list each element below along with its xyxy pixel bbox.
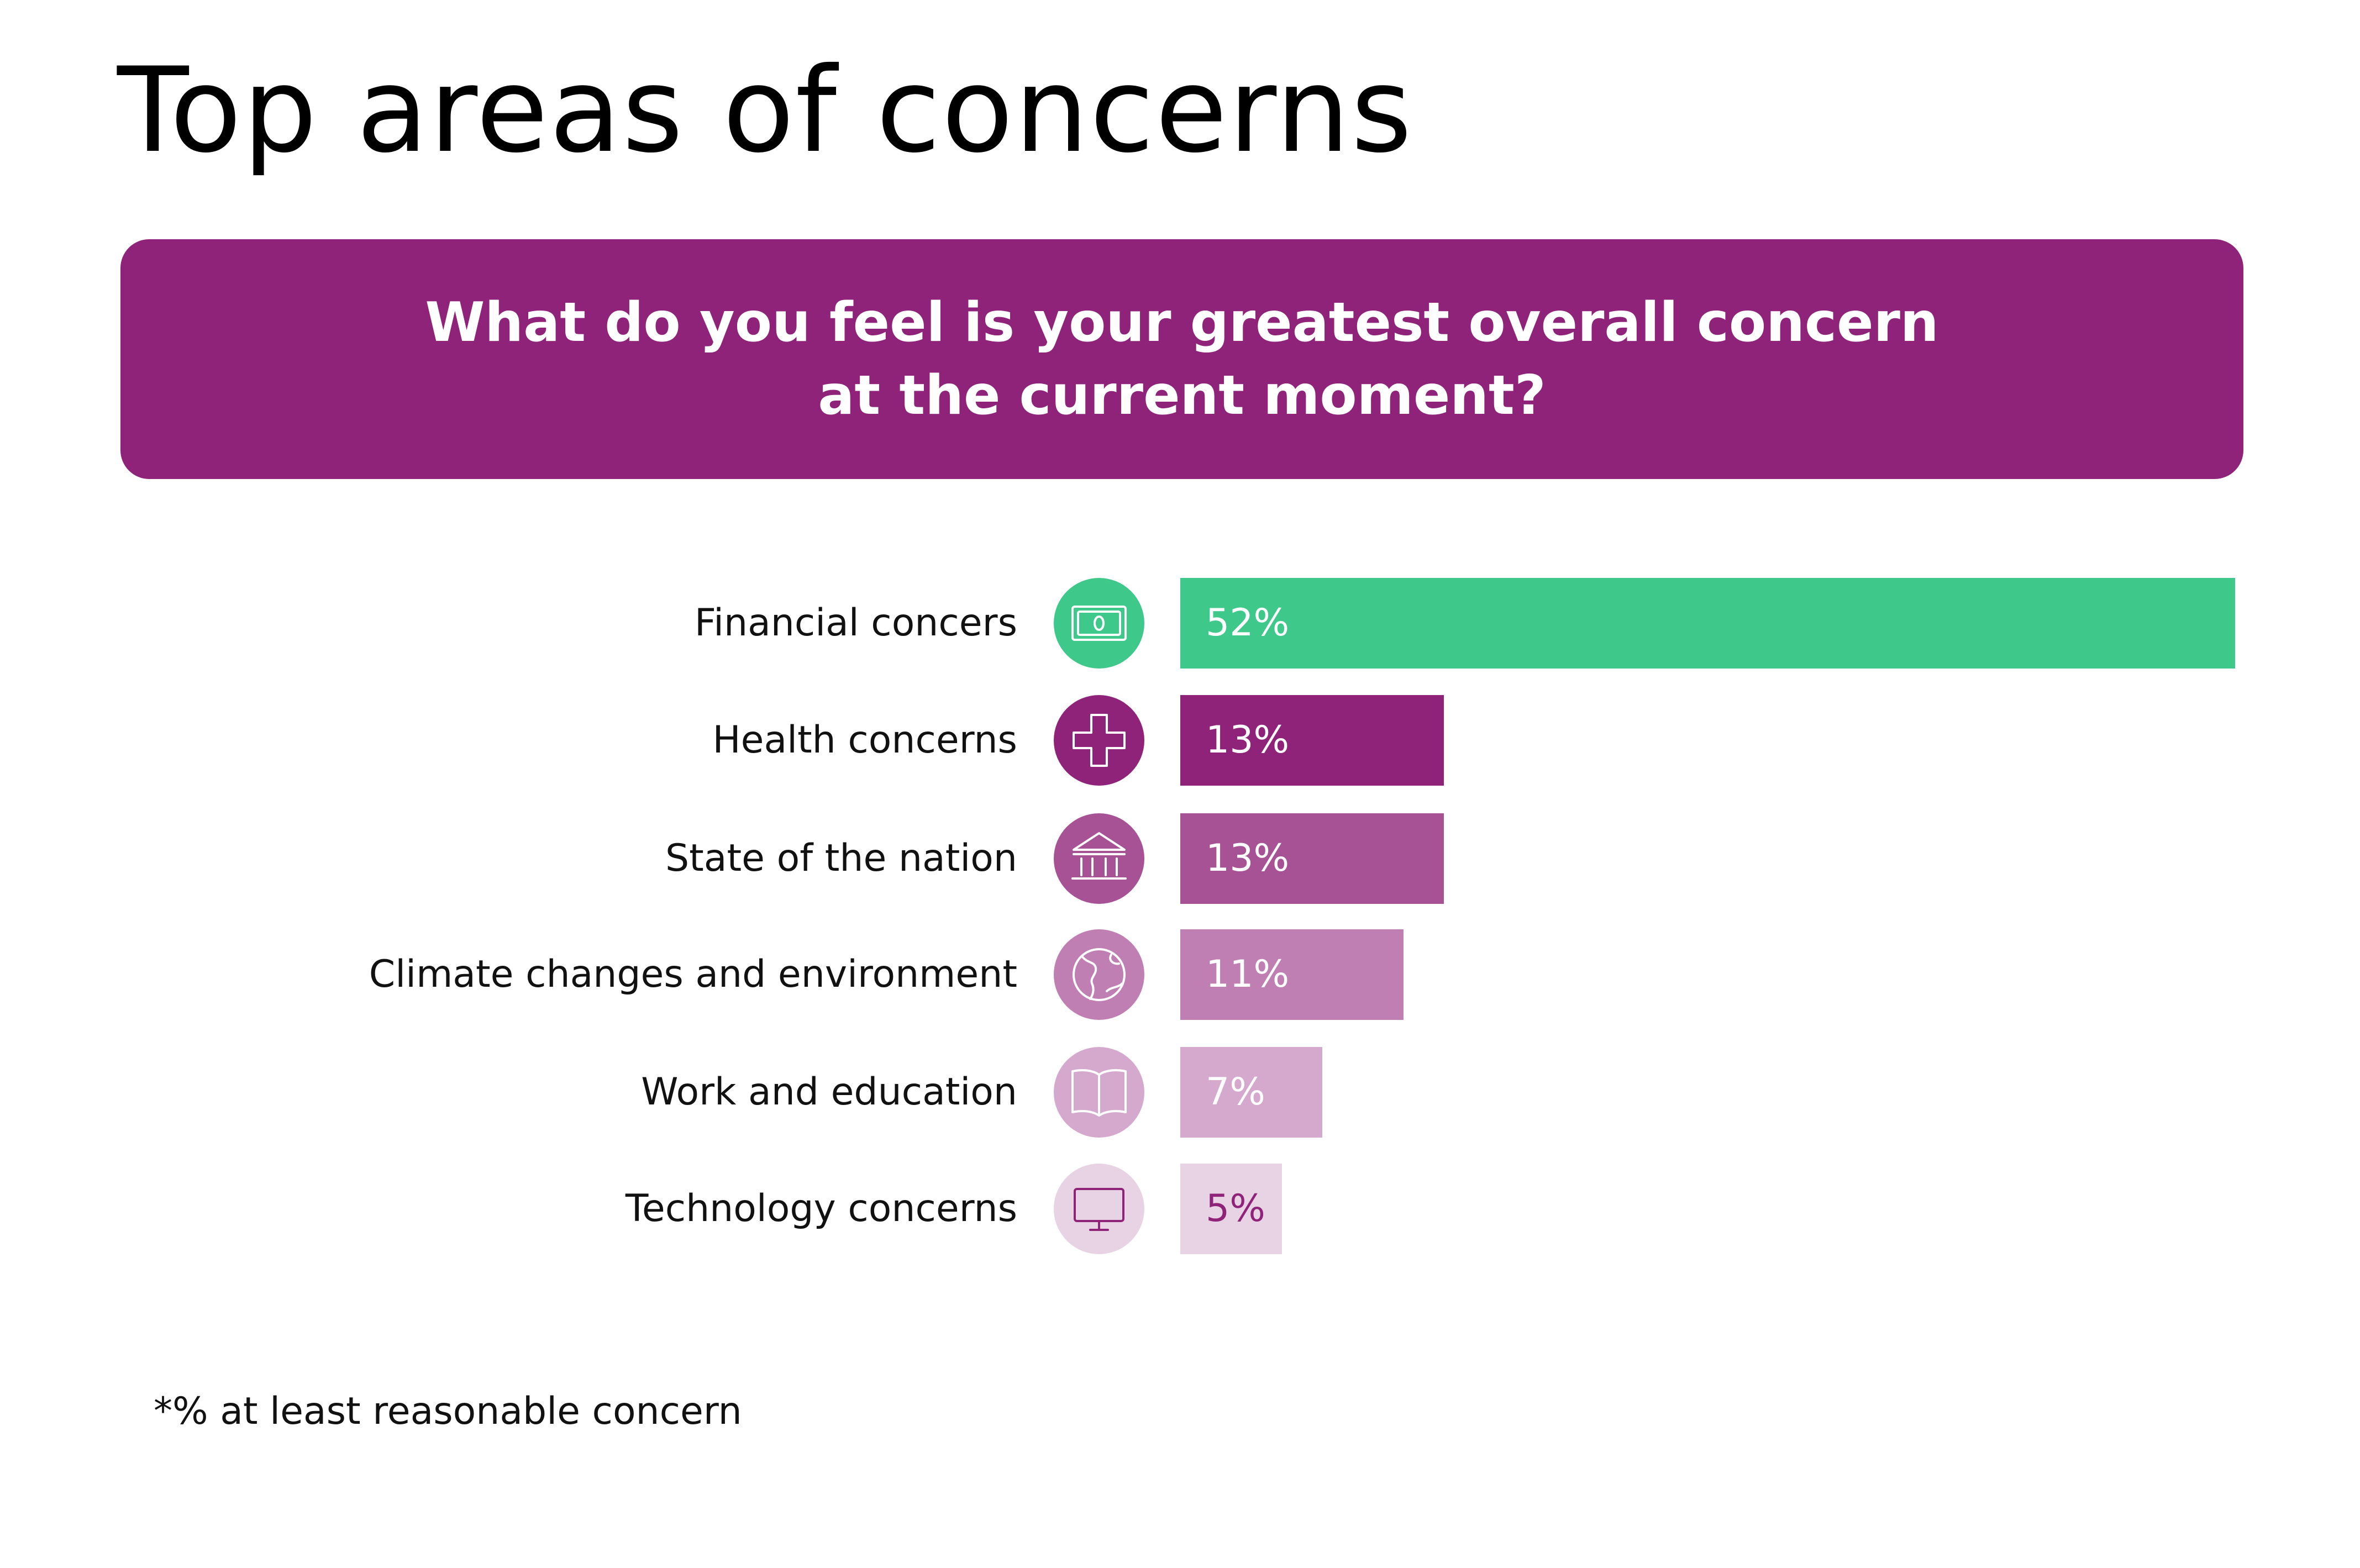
bar-row-work-and-education: Work and education 7% [0,1047,2360,1138]
bar: 11% [1180,929,1404,1020]
question-line-2: at the current moment? [818,364,1546,427]
page-title: Top areas of concerns [117,42,1413,178]
bar-row-state-of-the-nation: State of the nation 13% [0,813,2360,904]
question-text: What do you feel is your greatest overal… [187,286,2177,432]
medical-cross-icon [1054,695,1144,786]
category-label: Health concerns [712,718,1017,762]
category-label: State of the nation [665,836,1017,880]
value-label: 5% [1206,1187,1265,1230]
bar: 52% [1180,578,2235,669]
footnote: *% at least reasonable concern [154,1390,742,1433]
bar-row-climate-changes-and-environment: Climate changes and environment 11% [0,929,2360,1020]
question-line-1: What do you feel is your greatest overal… [425,291,1939,354]
bar-row-technology-concerns: Technology concerns 5% [0,1164,2360,1254]
value-label: 13% [1206,836,1290,880]
value-label: 11% [1206,953,1290,996]
bar: 7% [1180,1047,1322,1138]
value-label: 52% [1206,601,1290,645]
value-label: 7% [1206,1070,1265,1114]
bar-row-health-concerns: Health concerns 13% [0,695,2360,786]
bar: 13% [1180,695,1444,786]
bar: 5% [1180,1164,1282,1254]
bar-row-financial-concers: Financial concers 52% [0,578,2360,669]
money-icon [1054,578,1144,669]
category-label: Technology concerns [625,1187,1017,1230]
government-building-icon [1054,813,1144,904]
monitor-icon [1054,1164,1144,1254]
bar: 13% [1180,813,1444,904]
value-label: 13% [1206,718,1290,762]
category-label: Climate changes and environment [369,953,1017,996]
open-book-icon [1054,1047,1144,1138]
category-label: Work and education [641,1070,1017,1114]
question-banner: What do you feel is your greatest overal… [120,239,2243,479]
category-label: Financial concers [694,601,1017,645]
globe-icon [1054,929,1144,1020]
